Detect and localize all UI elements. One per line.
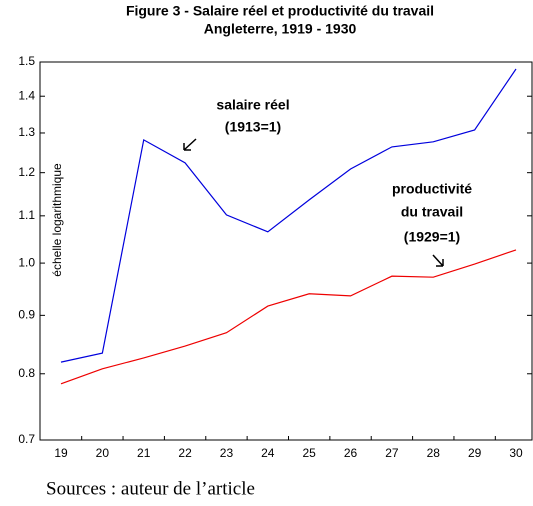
x-tick-label: 20 xyxy=(96,446,110,460)
y-tick-label: 1.2 xyxy=(18,165,35,179)
y-axis-label: échelle logarithmique xyxy=(50,163,64,277)
y-tick-label: 1.4 xyxy=(18,88,35,102)
arrow xyxy=(432,254,444,267)
x-tick-label: 23 xyxy=(220,446,234,460)
annotation: (1929=1) xyxy=(404,229,460,245)
chart-title: Angleterre, 1919 - 1930 xyxy=(204,21,357,37)
y-tick-label: 1.0 xyxy=(18,255,35,269)
y-tick-label: 0.8 xyxy=(18,366,35,380)
x-tick-label: 28 xyxy=(427,446,441,460)
x-tick-label: 22 xyxy=(178,446,192,460)
x-tick-label: 21 xyxy=(137,446,151,460)
y-tick-label: 1.1 xyxy=(18,208,35,222)
x-tick-label: 29 xyxy=(468,446,482,460)
series-line xyxy=(60,68,517,363)
x-tick-label: 26 xyxy=(344,446,358,460)
plot-frame xyxy=(39,61,533,441)
y-tick-label: 1.3 xyxy=(18,125,35,139)
x-tick-label: 30 xyxy=(509,446,523,460)
chart-title: Figure 3 - Salaire réel et productivité … xyxy=(126,3,434,19)
x-tick-label: 25 xyxy=(303,446,317,460)
x-tick-label: 27 xyxy=(385,446,399,460)
y-tick-label: 0.7 xyxy=(18,432,35,446)
annotation: du travail xyxy=(401,204,463,220)
y-tick-label: 1.5 xyxy=(18,54,35,68)
x-tick-label: 19 xyxy=(54,446,68,460)
annotation: salaire réel xyxy=(216,97,289,113)
source-note: Sources : auteur de l’article xyxy=(46,478,255,499)
annotation: (1913=1) xyxy=(225,119,281,135)
series-line xyxy=(60,249,517,385)
x-tick-label: 24 xyxy=(261,446,275,460)
annotation: productivité xyxy=(392,181,472,197)
y-tick-label: 0.9 xyxy=(18,308,35,322)
arrow xyxy=(183,138,197,151)
